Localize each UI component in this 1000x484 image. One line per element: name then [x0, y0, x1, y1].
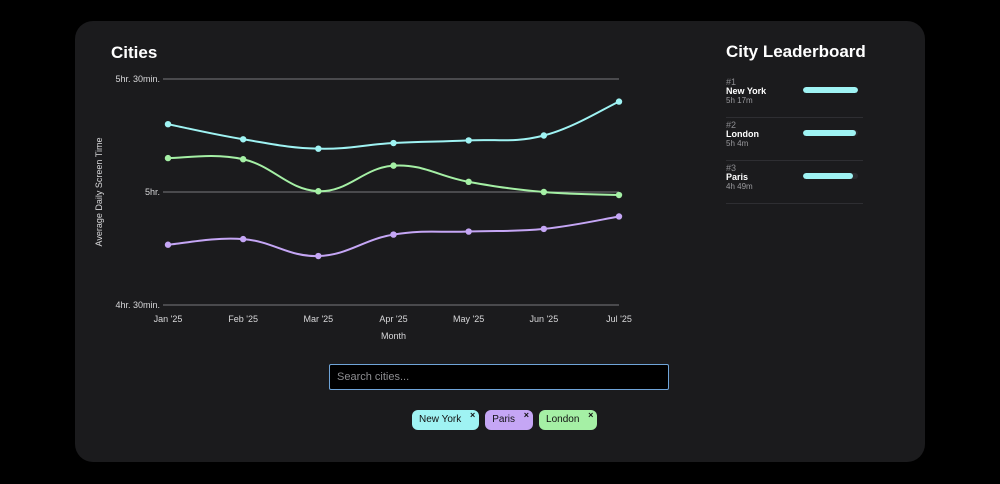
- data-point-london: [239, 156, 247, 163]
- data-point-paris: [390, 231, 397, 238]
- y-tick-label: 5hr.: [145, 187, 160, 197]
- line-chart: 4hr. 30min. 5hr. 5hr. 30min. Jan '25 Feb '25…: [94, 74, 632, 341]
- leaderboard-bar-fill: [803, 87, 858, 93]
- city-tag-london[interactable]: London ×: [539, 410, 598, 430]
- leaderboard-bar-fill: [803, 130, 856, 136]
- leaderboard-row: #1 New York 5h 17m: [726, 75, 863, 118]
- data-point-new-york: [465, 137, 472, 144]
- x-tick-label: Mar '25: [303, 314, 333, 324]
- data-point-london: [615, 191, 623, 199]
- data-point-paris: [615, 213, 623, 220]
- data-point-new-york: [390, 139, 397, 147]
- leaderboard-list: #1 New York 5h 17m #2 London 5h 4m #3 Pa…: [726, 75, 863, 204]
- x-tick-label: May '25: [453, 314, 484, 324]
- data-point-new-york: [540, 132, 548, 139]
- data-point-paris: [540, 225, 548, 233]
- data-point-new-york: [239, 136, 247, 143]
- data-point-new-york: [164, 121, 172, 128]
- leaderboard-bar: [803, 87, 858, 93]
- leaderboard-rank: #1: [726, 77, 737, 87]
- x-tick-label: Jul '25: [606, 314, 632, 324]
- leaderboard-row: #3 Paris 4h 49m: [726, 161, 863, 204]
- leaderboard-rank: #3: [726, 163, 737, 173]
- y-tick-label: 4hr. 30min.: [115, 300, 160, 310]
- leaderboard-bar: [803, 130, 858, 136]
- x-tick-label: Jan '25: [154, 314, 183, 324]
- series-line-london: [167, 155, 620, 197]
- leaderboard-city: London: [726, 129, 759, 139]
- data-point-london: [465, 178, 472, 186]
- data-point-london: [390, 162, 397, 169]
- x-tick-label: Feb '25: [228, 314, 258, 324]
- x-tick-label: Jun '25: [529, 314, 558, 324]
- leaderboard-bar-fill: [803, 173, 854, 179]
- leaderboard-time: 5h 4m: [726, 139, 749, 148]
- chart-title: Cities: [111, 43, 158, 62]
- leaderboard-time: 4h 49m: [726, 182, 753, 191]
- data-point-paris: [239, 235, 247, 243]
- data-point-new-york: [615, 98, 623, 105]
- leaderboard-bar: [803, 173, 858, 179]
- data-point-paris: [315, 252, 322, 260]
- city-tag-new-york[interactable]: New York ×: [412, 410, 480, 430]
- city-tag-paris[interactable]: Paris ×: [485, 410, 534, 430]
- leaderboard-city: Paris: [726, 172, 749, 182]
- data-point-london: [164, 154, 172, 162]
- dashboard-card: Cities 4hr. 30min. 5hr. 5hr. 30min. Jan '25…: [75, 21, 925, 462]
- close-icon[interactable]: ×: [588, 410, 594, 420]
- x-axis-label: Month: [381, 331, 406, 341]
- city-tag-label: London: [546, 414, 580, 425]
- x-tick-label: Apr '25: [379, 314, 407, 324]
- leaderboard-row: #2 London 5h 4m: [726, 118, 863, 161]
- close-icon[interactable]: ×: [523, 410, 530, 420]
- data-point-new-york: [315, 145, 322, 152]
- leaderboard-city: New York: [726, 86, 767, 96]
- leaderboard-title: City Leaderboard: [726, 42, 866, 61]
- selected-cities: New York × Paris × London ×: [412, 410, 598, 430]
- data-point-paris: [465, 228, 472, 235]
- leaderboard-time: 5h 17m: [726, 96, 753, 105]
- data-point-paris: [164, 241, 172, 248]
- leaderboard-rank: #2: [726, 120, 737, 130]
- city-tag-label: New York: [419, 414, 462, 425]
- data-point-london: [315, 188, 322, 195]
- city-tag-label: Paris: [492, 414, 516, 425]
- close-icon[interactable]: ×: [469, 410, 476, 420]
- y-axis-label: Average Daily Screen Time: [94, 138, 104, 247]
- data-point-london: [540, 188, 548, 196]
- y-tick-label: 5hr. 30min.: [115, 74, 160, 84]
- search-input[interactable]: [329, 364, 669, 390]
